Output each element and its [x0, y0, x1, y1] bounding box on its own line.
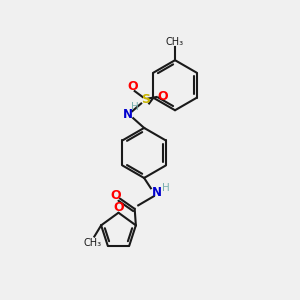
- Text: H: H: [130, 102, 138, 112]
- Text: O: O: [110, 188, 121, 202]
- Text: CH₃: CH₃: [166, 37, 184, 47]
- Text: H: H: [162, 183, 170, 193]
- Text: N: N: [152, 186, 162, 199]
- Text: O: O: [114, 201, 124, 214]
- Text: S: S: [141, 93, 150, 106]
- Text: O: O: [127, 80, 138, 93]
- Text: O: O: [157, 91, 168, 103]
- Text: N: N: [123, 108, 133, 121]
- Text: CH₃: CH₃: [84, 238, 102, 248]
